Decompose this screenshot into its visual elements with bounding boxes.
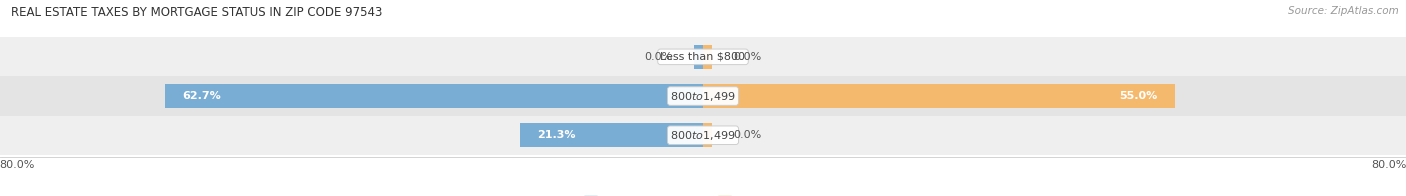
Text: 62.7%: 62.7% xyxy=(183,91,221,101)
Bar xyxy=(695,45,703,69)
Text: Less than $800: Less than $800 xyxy=(661,52,745,62)
Text: 0.0%: 0.0% xyxy=(645,52,673,62)
Text: Source: ZipAtlas.com: Source: ZipAtlas.com xyxy=(1288,6,1399,16)
Text: 21.3%: 21.3% xyxy=(537,130,576,140)
Bar xyxy=(166,84,703,108)
Text: $800 to $1,499: $800 to $1,499 xyxy=(671,129,735,142)
Text: 0.0%: 0.0% xyxy=(733,130,761,140)
Bar xyxy=(703,123,711,147)
Bar xyxy=(0,37,1406,76)
Text: $800 to $1,499: $800 to $1,499 xyxy=(671,90,735,103)
Bar xyxy=(0,76,1406,116)
Bar xyxy=(0,116,1406,155)
Bar xyxy=(703,45,711,69)
Bar xyxy=(703,84,1174,108)
Text: 55.0%: 55.0% xyxy=(1119,91,1157,101)
Bar xyxy=(520,123,703,147)
Text: REAL ESTATE TAXES BY MORTGAGE STATUS IN ZIP CODE 97543: REAL ESTATE TAXES BY MORTGAGE STATUS IN … xyxy=(11,6,382,19)
Text: 0.0%: 0.0% xyxy=(733,52,761,62)
